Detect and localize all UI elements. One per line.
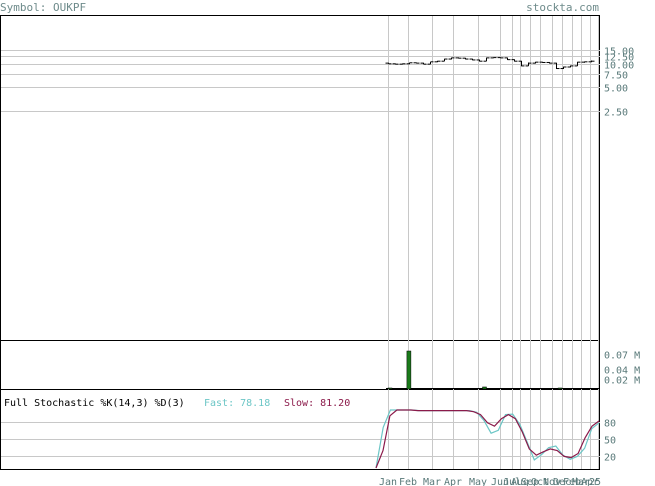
month-label: Feb <box>399 477 417 486</box>
stochastic-panel <box>0 389 600 470</box>
volume-bar <box>387 387 393 390</box>
month-label: Jul <box>503 477 521 486</box>
symbol-label: Symbol: OUKPF <box>0 1 86 14</box>
month-label: 25 <box>589 477 601 486</box>
price-tick-label: 2.50 <box>604 108 628 119</box>
site-label: stockta.com <box>526 1 599 14</box>
volume-bar <box>482 386 487 390</box>
volume-tick-label: 0.04 M <box>604 366 640 377</box>
volume-bar <box>557 387 563 390</box>
price-tick-label: 10.00 <box>604 61 634 72</box>
month-label: Apr <box>581 477 599 486</box>
month-label: Mar <box>423 477 441 486</box>
volume-tick-label: 0.07 M <box>604 351 640 362</box>
volume-tick-label: 0.02 M <box>604 376 640 387</box>
month-label: Apr <box>444 477 462 486</box>
stochastic-title: Full Stochastic %K(14,3) %D(3) <box>4 398 185 409</box>
month-label: Sep <box>521 477 539 486</box>
price-tick-label: 15.00 <box>604 47 634 58</box>
volume-bar <box>406 350 412 390</box>
slow-label: Slow: 81.20 <box>284 398 350 409</box>
price-tick-label: 12.50 <box>604 53 634 64</box>
volume-panel <box>0 340 600 390</box>
month-label: Mar <box>572 477 590 486</box>
stochastic-tick-label: 80 <box>604 419 616 430</box>
month-label: Dec <box>553 477 571 486</box>
month-label: Jan <box>379 477 397 486</box>
month-label: Nov <box>543 477 561 486</box>
fast-label: Fast: 78.18 <box>204 398 270 409</box>
price-tick-label: 7.50 <box>604 71 628 82</box>
month-label: Oct <box>531 477 549 486</box>
stochastic-tick-label: 50 <box>604 436 616 447</box>
month-label: May <box>469 477 487 486</box>
price-tick-label: 5.00 <box>604 84 628 95</box>
stochastic-slow-line <box>375 409 600 469</box>
month-label: Feb <box>563 477 581 486</box>
month-label: Aug <box>511 477 529 486</box>
stochastic-tick-label: 20 <box>604 453 616 464</box>
month-label: Jun <box>491 477 509 486</box>
